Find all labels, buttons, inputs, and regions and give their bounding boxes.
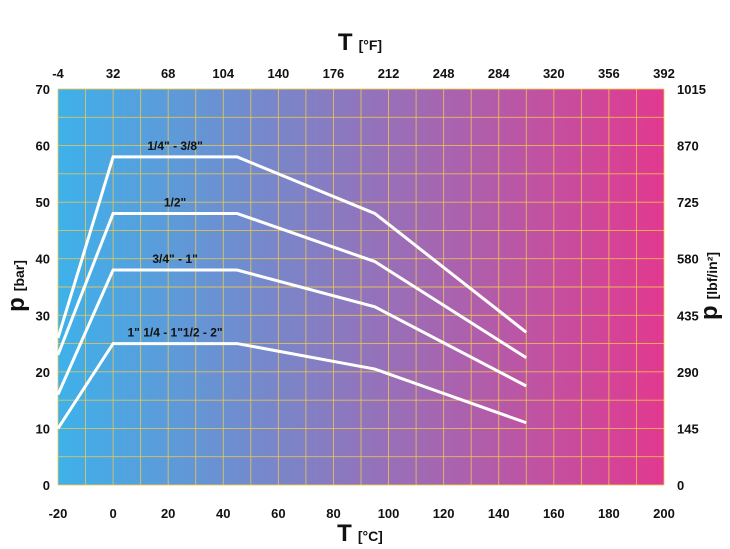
x-top-tick-label: 392 bbox=[653, 66, 675, 81]
y-tick-label: 30 bbox=[36, 308, 50, 323]
x-tick-label: 40 bbox=[216, 506, 230, 521]
y-tick-label: 20 bbox=[36, 365, 50, 380]
y-right-tick-label: 290 bbox=[677, 365, 699, 380]
series-label: 3/4" - 1" bbox=[152, 252, 197, 266]
x-top-axis-title: T [°F] bbox=[338, 29, 382, 56]
x-axis-title: T [°C] bbox=[337, 520, 383, 547]
x-tick-label: 100 bbox=[378, 506, 400, 521]
y-tick-label: 40 bbox=[36, 252, 50, 267]
x-tick-label: 80 bbox=[326, 506, 340, 521]
y-right-tick-label: 435 bbox=[677, 308, 699, 323]
y-right-tick-label: 145 bbox=[677, 421, 699, 436]
y-tick-label: 10 bbox=[36, 421, 50, 436]
x-tick-label: -20 bbox=[49, 506, 68, 521]
y-tick-label: 50 bbox=[36, 195, 50, 210]
x-top-tick-label: 104 bbox=[212, 66, 234, 81]
y-right-tick-label: 725 bbox=[677, 195, 699, 210]
x-tick-label: 160 bbox=[543, 506, 565, 521]
y-right-tick-label: 580 bbox=[677, 252, 699, 267]
x-tick-label: 180 bbox=[598, 506, 620, 521]
x-tick-label: 200 bbox=[653, 506, 675, 521]
x-top-tick-label: 356 bbox=[598, 66, 620, 81]
x-tick-label: 0 bbox=[109, 506, 116, 521]
y-tick-label: 0 bbox=[43, 478, 50, 493]
y-right-tick-label: 1015 bbox=[677, 82, 706, 97]
x-tick-label: 120 bbox=[433, 506, 455, 521]
y-right-axis-title: p[lbf/in²] bbox=[696, 252, 723, 320]
x-top-tick-label: 212 bbox=[378, 66, 400, 81]
x-tick-label: 60 bbox=[271, 506, 285, 521]
x-top-tick-label: 68 bbox=[161, 66, 175, 81]
x-top-tick-label: 284 bbox=[488, 66, 510, 81]
series-label: 1" 1/4 - 1"1/2 - 2" bbox=[128, 326, 223, 340]
x-top-tick-label: 140 bbox=[268, 66, 290, 81]
y-tick-label: 70 bbox=[36, 82, 50, 97]
x-top-tick-label: 320 bbox=[543, 66, 565, 81]
x-top-tick-label: 176 bbox=[323, 66, 345, 81]
x-tick-label: 20 bbox=[161, 506, 175, 521]
series-label: 1/2" bbox=[164, 195, 186, 209]
x-tick-label: 140 bbox=[488, 506, 510, 521]
y-right-tick-label: 870 bbox=[677, 139, 699, 154]
y-tick-label: 60 bbox=[36, 139, 50, 154]
y-right-tick-label: 0 bbox=[677, 478, 684, 493]
x-top-tick-label: 248 bbox=[433, 66, 455, 81]
y-axis-title: p[bar] bbox=[3, 260, 30, 312]
series-label: 1/4" - 3/8" bbox=[147, 139, 202, 153]
tick-labels: -20 0 20 40 60 80 100 120 140 160 180 200-4 32 68 104 1… bbox=[36, 66, 706, 521]
x-top-tick-label: 32 bbox=[106, 66, 120, 81]
series-layer: 1/4" - 3/8" 1/2" 3/4" - 1" 1" 1/4 - 1"1/2 -… bbox=[56, 139, 528, 430]
x-top-tick-label: -4 bbox=[52, 66, 64, 81]
